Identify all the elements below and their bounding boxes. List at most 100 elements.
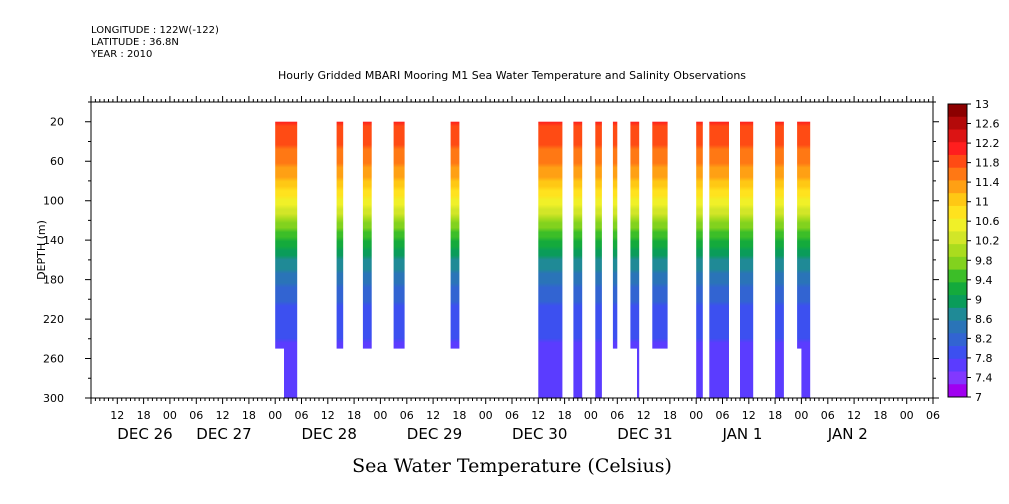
x-hour-label: 00 xyxy=(373,409,387,422)
colorbar-swatch xyxy=(948,371,967,385)
colorbar-label: 8.2 xyxy=(975,332,993,345)
data-column xyxy=(393,121,405,349)
x-day-label: DEC 29 xyxy=(407,425,462,443)
colorbar-swatch xyxy=(948,295,967,309)
data-column xyxy=(801,121,811,398)
x-hour-label: 00 xyxy=(584,409,598,422)
colorbar-label: 9.4 xyxy=(975,274,993,287)
x-hour-label: 18 xyxy=(137,409,151,422)
y-tick-label: 100 xyxy=(43,195,64,208)
colorbar: 13 12.6 12.2 11.8 11.4 11 10.6 10.2 9.8 9.4 9 8.6 8.… xyxy=(947,98,1000,404)
colorbar-label: 12.6 xyxy=(975,118,1000,131)
data-column xyxy=(612,121,618,349)
x-hour-label: 18 xyxy=(873,409,887,422)
data-column xyxy=(775,121,784,398)
x-hour-label: 06 xyxy=(821,409,835,422)
colorbar-swatch xyxy=(948,358,967,372)
plot-area xyxy=(275,121,811,398)
colorbar-swatch xyxy=(948,167,967,181)
colorbar-swatch xyxy=(948,333,967,347)
colorbar-swatch xyxy=(948,320,967,334)
x-hour-label: 06 xyxy=(716,409,730,422)
colorbar-swatch xyxy=(948,231,967,245)
colorbar-swatch xyxy=(948,180,967,194)
colorbar-label: 7 xyxy=(975,391,982,404)
x-hour-label: 06 xyxy=(400,409,414,422)
x-hour-label: 12 xyxy=(110,409,124,422)
data-column xyxy=(696,121,703,398)
colorbar-swatch xyxy=(948,116,967,130)
colorbar-label: 9.8 xyxy=(975,254,993,267)
colorbar-swatch xyxy=(948,282,967,296)
x-hour-label: 06 xyxy=(189,409,203,422)
longitude-label: LONGITUDE : 122W(-122) xyxy=(91,25,219,36)
x-hour-label: 18 xyxy=(768,409,782,422)
colorbar-swatch xyxy=(948,205,967,220)
colorbar-label: 11 xyxy=(975,196,989,209)
x-day-label: DEC 28 xyxy=(302,425,357,443)
colorbar-label: 13 xyxy=(975,98,989,111)
colorbar-label: 8.6 xyxy=(975,313,993,326)
colorbar-label: 12.2 xyxy=(975,137,1000,150)
colorbar-swatch xyxy=(948,218,967,232)
x-hour-label: 00 xyxy=(689,409,703,422)
colorbar-label: 7.8 xyxy=(975,352,993,365)
x-hour-label: 06 xyxy=(295,409,309,422)
x-hour-label: 12 xyxy=(426,409,440,422)
y-tick-label: 260 xyxy=(43,353,64,366)
colorbar-swatch xyxy=(948,193,967,207)
data-column xyxy=(275,121,284,349)
colorbar-label: 10.6 xyxy=(975,215,1000,228)
x-hour-label: 12 xyxy=(321,409,335,422)
colorbar-label: 11.8 xyxy=(975,157,1000,170)
data-column xyxy=(362,121,372,349)
x-ticks-bottom xyxy=(90,398,934,404)
x-hour-label: 12 xyxy=(847,409,861,422)
chart-title: Hourly Gridded MBARI Mooring M1 Sea Wate… xyxy=(277,69,747,82)
colorbar-title: Sea Water Temperature (Celsius) xyxy=(352,455,672,477)
colorbar-swatch xyxy=(948,154,967,169)
x-ticks-top xyxy=(90,96,934,102)
x-hour-label: 00 xyxy=(479,409,493,422)
x-day-label: JAN 1 xyxy=(722,425,763,443)
y-tick-label: 140 xyxy=(43,234,64,247)
data-column xyxy=(336,121,344,349)
x-hour-label: 00 xyxy=(163,409,177,422)
x-day-label: DEC 27 xyxy=(196,425,251,443)
x-day-label: DEC 26 xyxy=(117,425,172,443)
colorbar-label: 9 xyxy=(975,293,982,306)
data-column xyxy=(450,121,460,349)
y-tick-label: 300 xyxy=(43,392,64,405)
colorbar-swatch xyxy=(948,244,967,258)
data-column xyxy=(284,121,298,398)
colorbar-swatch xyxy=(948,129,967,143)
y-axis-label: DEPTH (m) xyxy=(35,220,48,280)
colorbar-label: 7.4 xyxy=(975,372,993,385)
data-column xyxy=(573,121,583,398)
y-tick-label: 20 xyxy=(50,116,64,129)
colorbar-label: 10.2 xyxy=(975,235,1000,248)
colorbar-label: 11.4 xyxy=(975,176,1000,189)
colorbar-swatch xyxy=(948,346,967,360)
x-day-label: DEC 31 xyxy=(617,425,672,443)
y-tick-label: 60 xyxy=(50,155,64,168)
x-hour-label: 00 xyxy=(268,409,282,422)
x-hour-label: 12 xyxy=(216,409,230,422)
y-tick-label: 220 xyxy=(43,313,64,326)
data-column xyxy=(637,121,640,398)
colorbar-swatch xyxy=(948,384,967,398)
data-column xyxy=(595,121,602,398)
x-hour-label: 06 xyxy=(505,409,519,422)
year-label: YEAR : 2010 xyxy=(91,49,153,60)
x-hour-label: 18 xyxy=(558,409,572,422)
axes: 12 18 00 06 12 18 00 06 12 18 00 06 12 18 00 06 12 18 00 06… xyxy=(35,96,940,443)
data-column xyxy=(740,121,754,398)
x-hour-label: 00 xyxy=(794,409,808,422)
colorbar-frame xyxy=(947,103,968,398)
colorbar-swatch xyxy=(948,104,967,118)
data-column xyxy=(797,121,802,349)
x-hour-label: 18 xyxy=(663,409,677,422)
data-column xyxy=(709,121,729,398)
data-column xyxy=(538,121,563,398)
